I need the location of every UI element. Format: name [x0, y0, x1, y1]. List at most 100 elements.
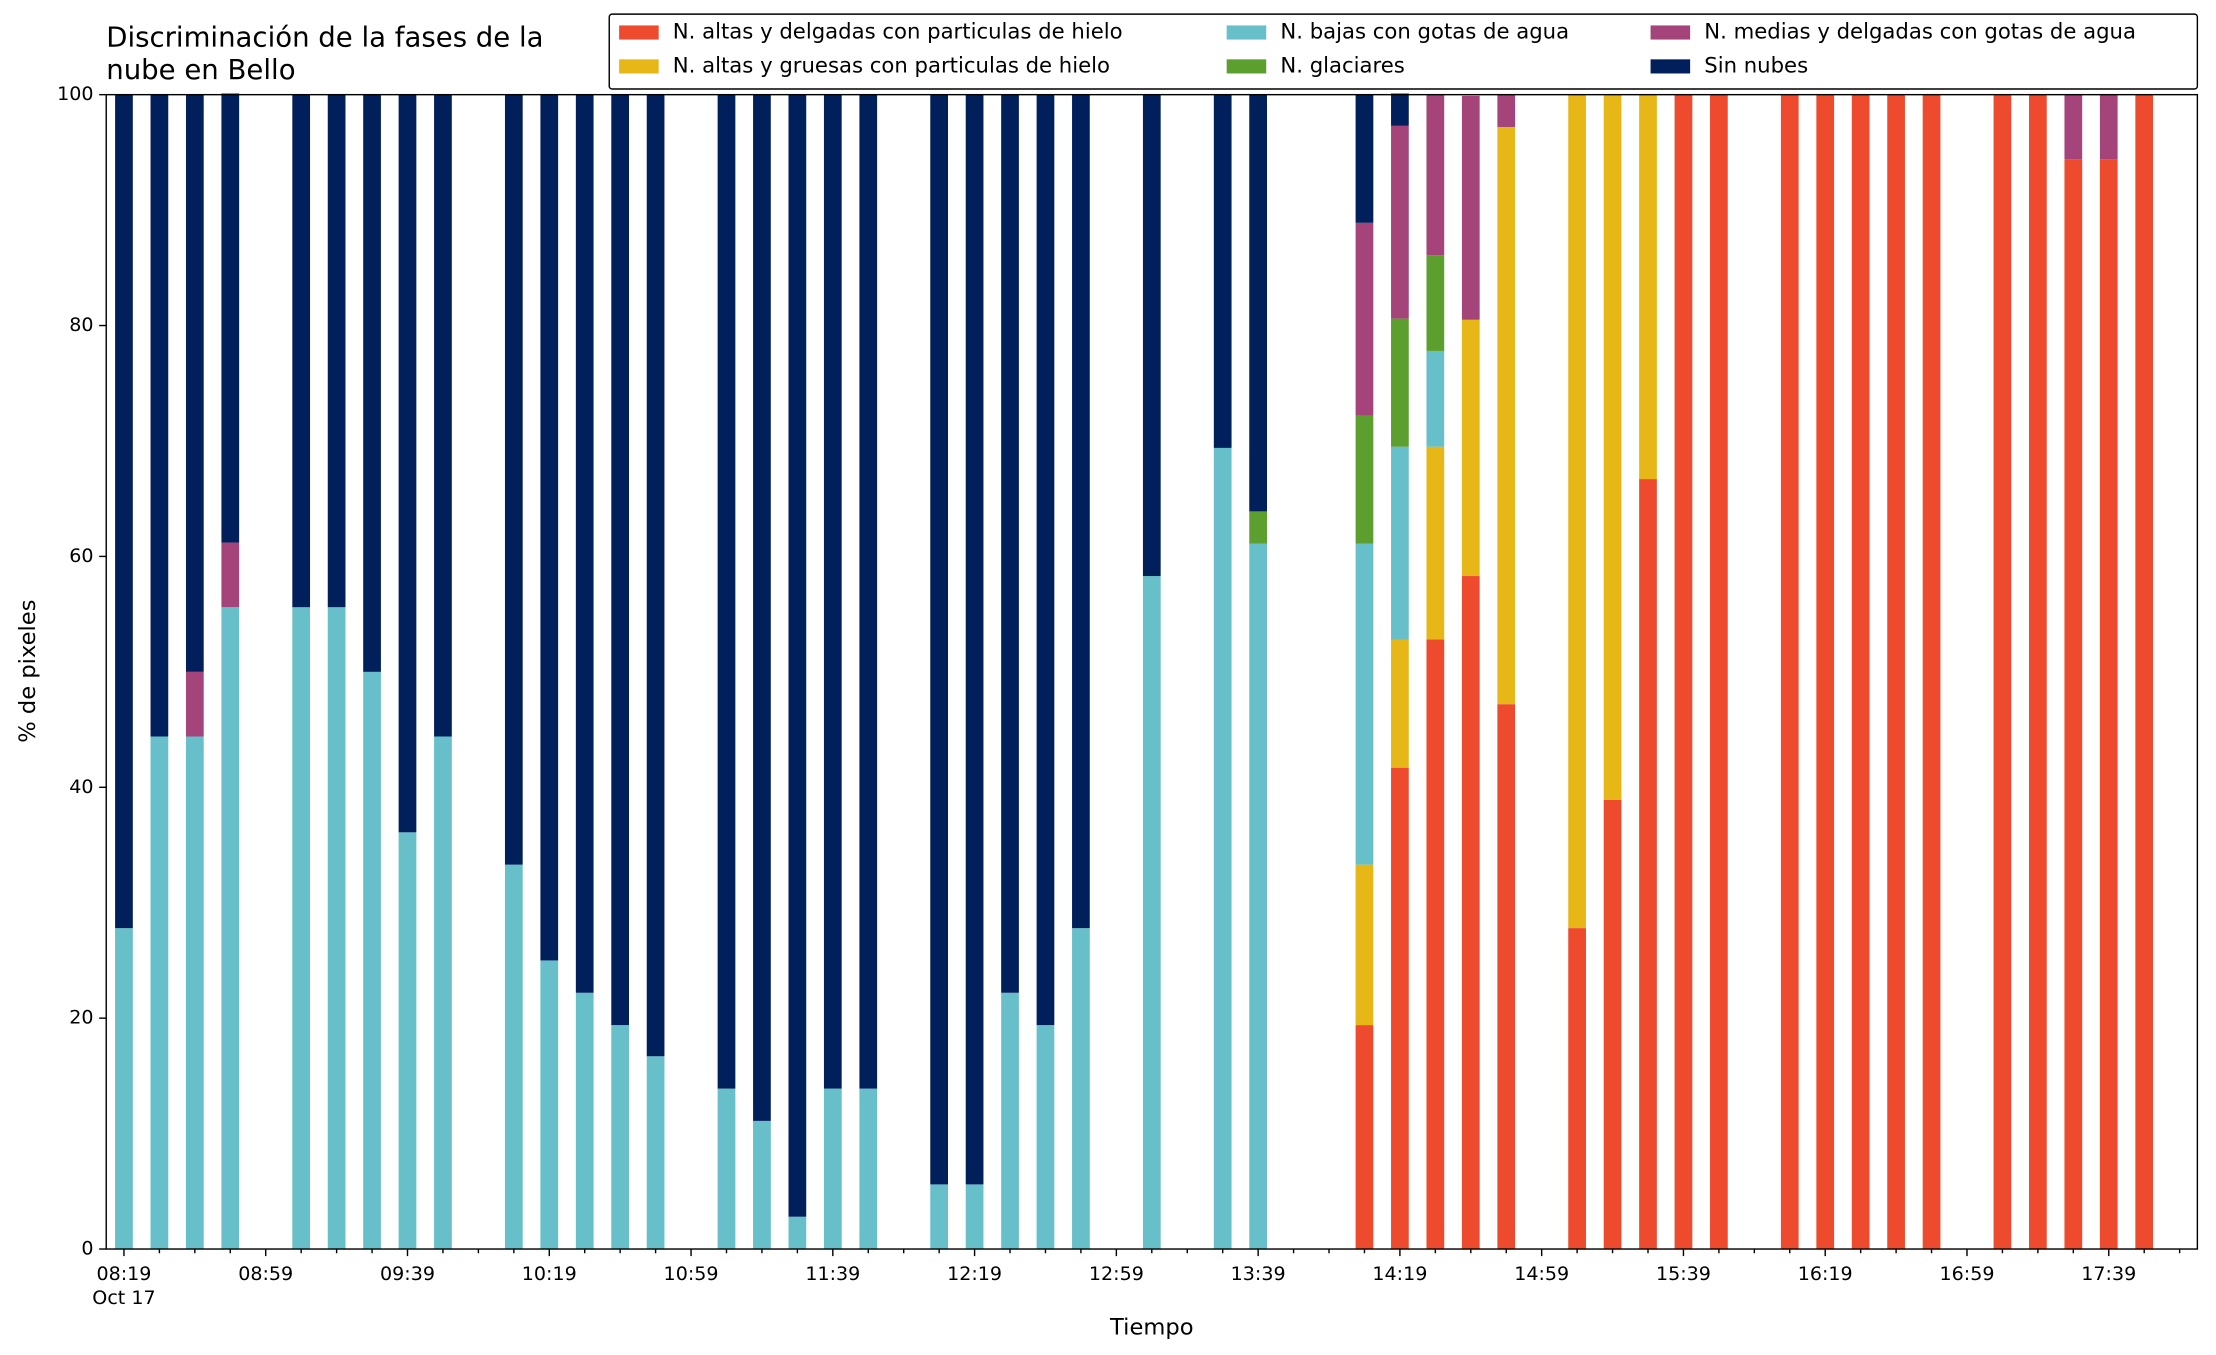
legend-swatch [1226, 59, 1267, 74]
bar-segment [1355, 864, 1374, 1026]
bar-segment [1426, 255, 1445, 351]
bar-segment [965, 1184, 984, 1250]
legend-swatch [619, 59, 659, 74]
bar-segment [292, 94, 311, 608]
x-tick-sublabel: Oct 17 [92, 1287, 155, 1309]
x-tick-label: 08:59 [238, 1263, 293, 1285]
bar-segment [1710, 94, 1728, 1250]
bar-segment [1001, 94, 1019, 993]
legend-swatch [619, 25, 659, 40]
bar-segment [1391, 93, 1409, 126]
bar-segment [859, 94, 878, 1089]
bar-segment [1213, 94, 1232, 448]
bar-segment [965, 94, 984, 1185]
bar-segment [150, 736, 169, 1250]
x-tick-label: 10:19 [522, 1263, 577, 1285]
x-tick-label: 09:39 [380, 1263, 435, 1285]
bar-segment [540, 960, 559, 1250]
bar-segment [1993, 94, 2012, 1250]
bar-segment [398, 94, 417, 833]
plot-frame [105, 93, 2199, 1250]
bar-segment [859, 1088, 878, 1250]
bar-segment [930, 94, 949, 1185]
bar-segment [1355, 222, 1374, 416]
legend-swatch [1650, 59, 1691, 74]
y-tick-label: 20 [69, 1007, 93, 1029]
bar-segment [1391, 767, 1409, 1250]
bar-segment [1249, 543, 1267, 1250]
bar-segment [1391, 318, 1409, 447]
bar-segment [788, 94, 807, 1217]
y-tick-label: 0 [81, 1238, 93, 1260]
bar-segment [611, 1025, 630, 1250]
bar-segment [1674, 94, 1693, 1250]
legend-label: N. altas y gruesas con particulas de hie… [673, 52, 1110, 77]
legend-label: N. bajas con gotas de agua [1280, 18, 1569, 43]
bar-segment [398, 832, 417, 1250]
bar-segment [504, 864, 523, 1250]
bar-segment [115, 928, 133, 1250]
bar-segment [1426, 446, 1445, 640]
bar-segment [1603, 799, 1622, 1250]
bar-segment [434, 94, 452, 737]
bar-segment [1497, 94, 1516, 127]
bar-segment [1355, 94, 1374, 223]
y-tick-label: 60 [69, 545, 93, 567]
y-tick-label: 100 [57, 83, 93, 105]
bar-segment [1391, 639, 1409, 768]
bar-segment [185, 94, 204, 672]
legend: N. altas y delgadas con particulas de hi… [608, 13, 2199, 90]
x-tick-label: 11:39 [805, 1263, 860, 1285]
x-tick-label: 16:59 [1940, 1263, 1995, 1285]
x-tick-label: 17:39 [2081, 1263, 2136, 1285]
bar-segment [1603, 94, 1622, 800]
x-tick-label: 15:39 [1656, 1263, 1711, 1285]
legend-swatch [1226, 25, 1267, 40]
x-tick-label: 14:19 [1372, 1263, 1427, 1285]
bar-segment [1639, 94, 1657, 480]
bar-segment [1426, 94, 1445, 256]
bar-segment [185, 736, 204, 1250]
bar-segment [788, 1216, 807, 1250]
bar-segment [221, 542, 240, 608]
y-axis-label: % de pixeles [15, 600, 41, 743]
bar-segment [1639, 479, 1657, 1250]
bar-segment [2135, 94, 2154, 1250]
legend-box [608, 13, 2199, 90]
bar-segment [1355, 415, 1374, 544]
bar-segment [1391, 446, 1409, 640]
bar-segment [2064, 94, 2083, 160]
bar-segment [753, 1120, 771, 1250]
title-box: Discriminación de la fases de la nube en… [106, 21, 544, 87]
bar-segment [1568, 928, 1586, 1250]
bar-segment [1355, 1025, 1374, 1250]
legend-label: N. medias y delgadas con gotas de agua [1704, 18, 2136, 43]
bar-segment [185, 671, 204, 737]
bar-segment [540, 94, 559, 961]
bar-segment [1391, 125, 1409, 319]
bar-segment [1142, 94, 1161, 577]
bar-segment [1072, 928, 1090, 1250]
bar-segment [1568, 94, 1586, 929]
bar-segment [611, 94, 630, 1026]
bar-segment [2099, 159, 2118, 1250]
bar-segment [1072, 94, 1090, 929]
bar-segment [1355, 543, 1374, 865]
x-tick-label: 08:19 [96, 1263, 151, 1285]
x-tick-label: 12:59 [1089, 1263, 1144, 1285]
bar-segment [1142, 576, 1161, 1250]
bar-segment [327, 607, 346, 1250]
bar-segment [1036, 94, 1055, 1026]
bar-segment [1780, 94, 1799, 1250]
bar-segment [646, 94, 665, 1057]
bar-segment [1249, 94, 1267, 512]
bar-segment [1426, 639, 1445, 1250]
bar-segment [1497, 704, 1516, 1250]
bar-segment [575, 94, 594, 993]
bar-segment [150, 94, 169, 737]
bar-segment [2029, 94, 2047, 1250]
bar-segment [1461, 319, 1480, 577]
chart-title: Discriminación de la fases de la nube en… [106, 21, 544, 87]
